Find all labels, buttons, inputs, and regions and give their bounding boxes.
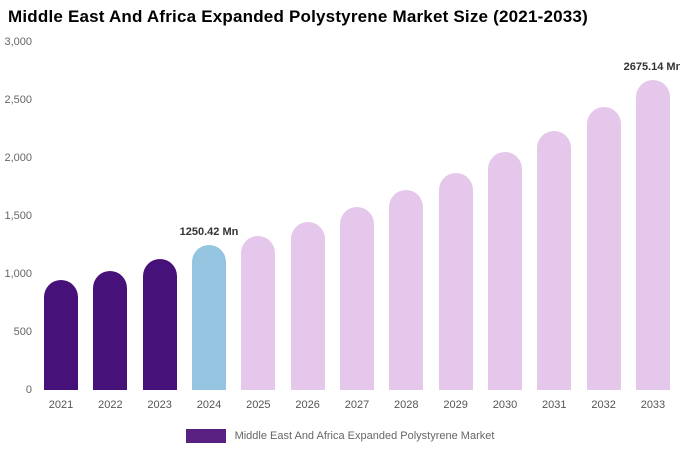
bar-2024[interactable] (191, 244, 226, 390)
bar-slot: 2023 (142, 42, 177, 411)
bar-2027[interactable] (339, 206, 374, 390)
x-tick-label: 2031 (542, 399, 567, 411)
x-tick-label: 2032 (591, 399, 616, 411)
bar-2031[interactable] (537, 131, 572, 390)
x-tick-label: 2024 (196, 399, 222, 411)
bar-slot: 2026 (290, 42, 325, 411)
bar-2021[interactable] (44, 279, 78, 390)
y-tick-label: 2,000 (4, 152, 32, 164)
legend-label: Middle East And Africa Expanded Polystyr… (234, 430, 495, 442)
bar-slot: 2675.14 Mn 2033 (624, 42, 680, 411)
bar-slot: 1250.42 Mn 2024 (180, 42, 239, 411)
x-tick-label: 2022 (98, 399, 123, 411)
x-tick-label: 2027 (344, 399, 370, 411)
legend[interactable]: Middle East And Africa Expanded Polystyr… (0, 429, 680, 443)
plot-area: 2021 2022 2023 1250.42 Mn 2024 2025 2026 2027 20… (40, 42, 680, 411)
bar-slot: 2025 (241, 42, 276, 411)
y-axis: 0 500 1,000 1,500 2,000 2,500 3,000 (0, 36, 34, 396)
bar-2030[interactable] (487, 152, 522, 390)
bar-slot: 2027 (339, 42, 374, 411)
x-tick-label: 2026 (295, 399, 320, 411)
x-tick-label: 2025 (246, 399, 271, 411)
bar-2032[interactable] (586, 106, 621, 390)
x-tick-label: 2028 (394, 399, 419, 411)
x-tick-label: 2021 (48, 399, 74, 411)
y-tick-label: 2,500 (4, 94, 32, 106)
bar-2029[interactable] (438, 173, 473, 390)
bars-container: 2021 2022 2023 1250.42 Mn 2024 2025 2026 2027 20… (40, 42, 680, 411)
bar-slot: 2031 (537, 42, 572, 411)
x-tick-label: 2030 (492, 399, 518, 411)
x-tick-label: 2029 (443, 399, 468, 411)
bar-2025[interactable] (241, 235, 276, 390)
bar-2023[interactable] (142, 258, 177, 390)
bar-2033[interactable] (635, 79, 670, 390)
y-tick-label: 1,500 (4, 210, 32, 222)
y-tick-label: 3,000 (4, 36, 32, 48)
bar-2022[interactable] (93, 270, 128, 390)
x-tick-label: 2023 (147, 399, 172, 411)
bar-2026[interactable] (290, 221, 325, 390)
y-tick-label: 0 (25, 384, 32, 396)
bar-value-label: 2675.14 Mn (623, 60, 680, 73)
y-tick-label: 500 (13, 326, 32, 338)
bar-slot: 2022 (93, 42, 128, 411)
chart-title: Middle East And Africa Expanded Polystyr… (8, 7, 588, 26)
bar-slot: 2028 (389, 42, 424, 411)
bar-2028[interactable] (389, 190, 424, 390)
x-tick-label: 2033 (640, 399, 666, 411)
bar-slot: 2030 (487, 42, 522, 411)
bar-slot: 2021 (44, 42, 78, 411)
bar-slot: 2032 (586, 42, 621, 411)
bar-slot: 2029 (438, 42, 473, 411)
bar-value-label: 1250.42 Mn (179, 225, 239, 238)
y-tick-label: 1,000 (4, 268, 32, 280)
legend-swatch-icon (185, 429, 226, 443)
